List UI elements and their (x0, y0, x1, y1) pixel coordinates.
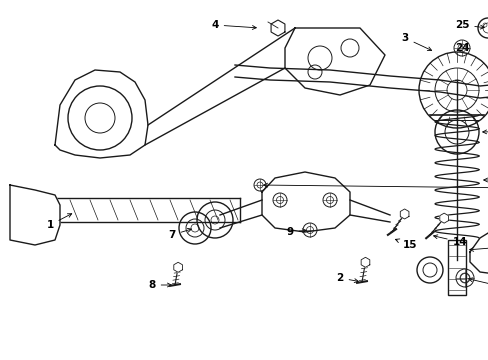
Text: 13: 13 (0, 359, 1, 360)
Polygon shape (262, 172, 349, 232)
Text: 10: 10 (0, 359, 1, 360)
Polygon shape (55, 70, 148, 158)
Text: 21: 21 (482, 125, 488, 135)
Text: 9: 9 (286, 227, 305, 237)
Polygon shape (285, 28, 384, 95)
Text: 23: 23 (0, 359, 1, 360)
Polygon shape (10, 185, 60, 245)
Text: 2: 2 (336, 273, 358, 283)
Polygon shape (270, 20, 285, 36)
Text: 6: 6 (0, 359, 1, 360)
Text: 11: 11 (0, 359, 1, 360)
Text: 7: 7 (168, 228, 191, 240)
Text: 8: 8 (148, 280, 171, 290)
Text: 14: 14 (433, 235, 467, 247)
Text: 17: 17 (469, 225, 488, 251)
Text: 25: 25 (454, 20, 483, 30)
Polygon shape (439, 213, 447, 223)
Text: 22: 22 (0, 359, 1, 360)
Text: 16: 16 (263, 183, 488, 193)
Polygon shape (173, 262, 182, 272)
Text: 1: 1 (46, 214, 72, 230)
Text: 12: 12 (468, 278, 488, 297)
Text: 18: 18 (0, 359, 1, 360)
Text: 20: 20 (0, 359, 1, 360)
Text: 5: 5 (0, 359, 1, 360)
Text: 4: 4 (211, 20, 256, 30)
Polygon shape (469, 228, 488, 274)
Text: 24: 24 (454, 43, 468, 53)
Text: 19: 19 (483, 175, 488, 185)
Text: 15: 15 (395, 239, 416, 250)
Polygon shape (400, 209, 408, 219)
Text: 3: 3 (401, 33, 431, 50)
Polygon shape (361, 257, 369, 267)
